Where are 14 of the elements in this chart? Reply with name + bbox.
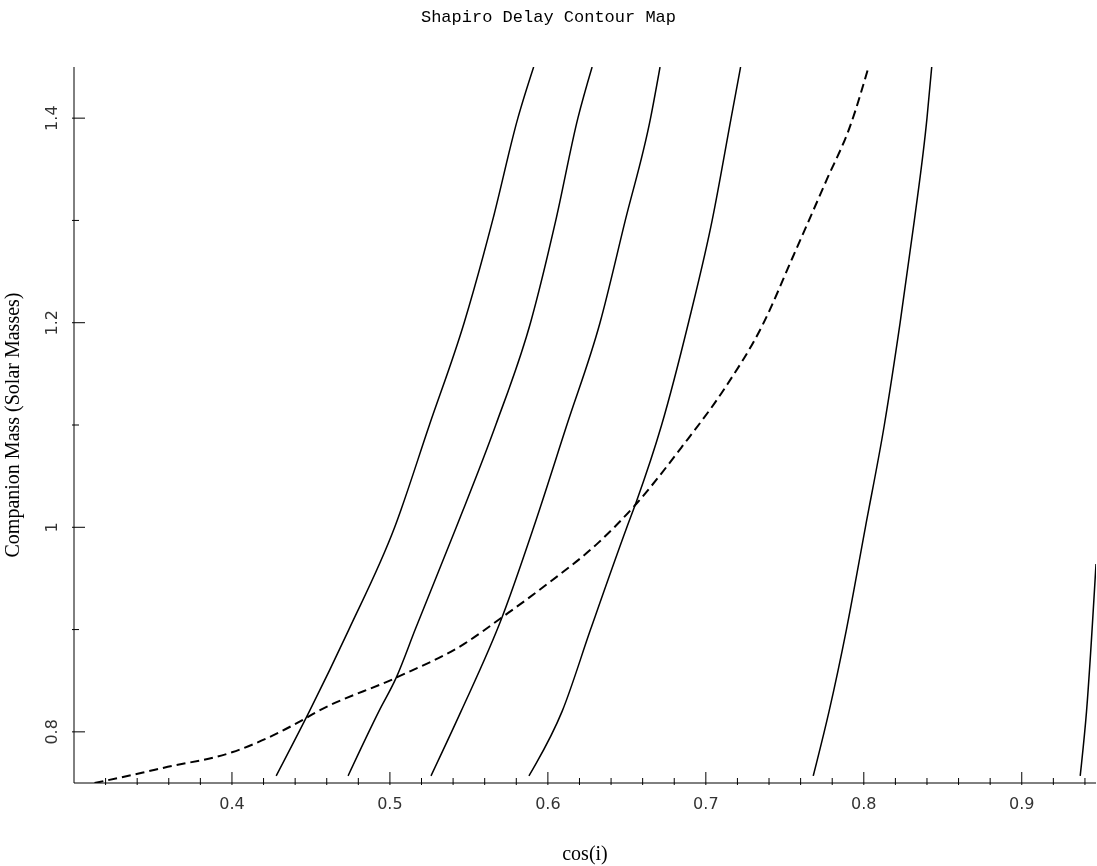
x-tick-label: 0.7: [693, 794, 719, 813]
y-axis-title: Companion Mass (Solar Masses): [1, 292, 25, 558]
chart-title: Shapiro Delay Contour Map: [419, 8, 677, 27]
y-tick-label: 0.8: [42, 719, 62, 745]
y-tick-label: 1: [42, 522, 62, 533]
x-tick-label: 0.9: [1009, 794, 1035, 813]
x-tick-label: 0.5: [377, 794, 403, 813]
y-tick-label: 1.4: [42, 105, 62, 131]
x-axis-title: cos(i): [562, 842, 608, 865]
x-tick-label: 0.8: [851, 794, 877, 813]
line-series: [812, 67, 933, 777]
y-tick-label: 1.2: [42, 309, 62, 336]
x-tick-label: 0.6: [535, 794, 561, 813]
x-tick-label: 0.4: [219, 794, 245, 813]
